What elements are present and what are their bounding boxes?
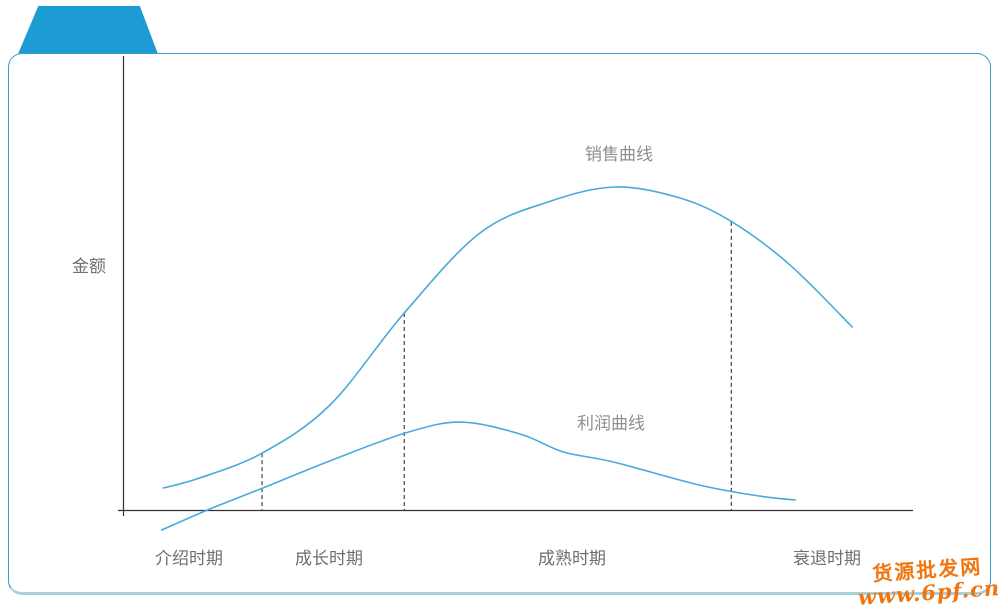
sales-curve-label: 销售曲线 [585, 145, 653, 164]
folder-tab [18, 6, 158, 54]
phase-label-maturity: 成熟时期 [538, 549, 606, 568]
profit-curve-label: 利润曲线 [577, 414, 645, 433]
profit-curve [160, 421, 797, 531]
phase-label-growth: 成长时期 [295, 549, 363, 568]
content-card [8, 53, 991, 595]
sales-curve [162, 186, 853, 489]
phase-boundaries [261, 221, 732, 510]
site-watermark: 货源批发网 www.6pf.cn [855, 554, 1000, 608]
phase-label-decline: 衰退时期 [793, 549, 861, 568]
y-axis-label: 金额 [72, 257, 106, 276]
phase-label-introduction: 介绍时期 [155, 549, 223, 568]
